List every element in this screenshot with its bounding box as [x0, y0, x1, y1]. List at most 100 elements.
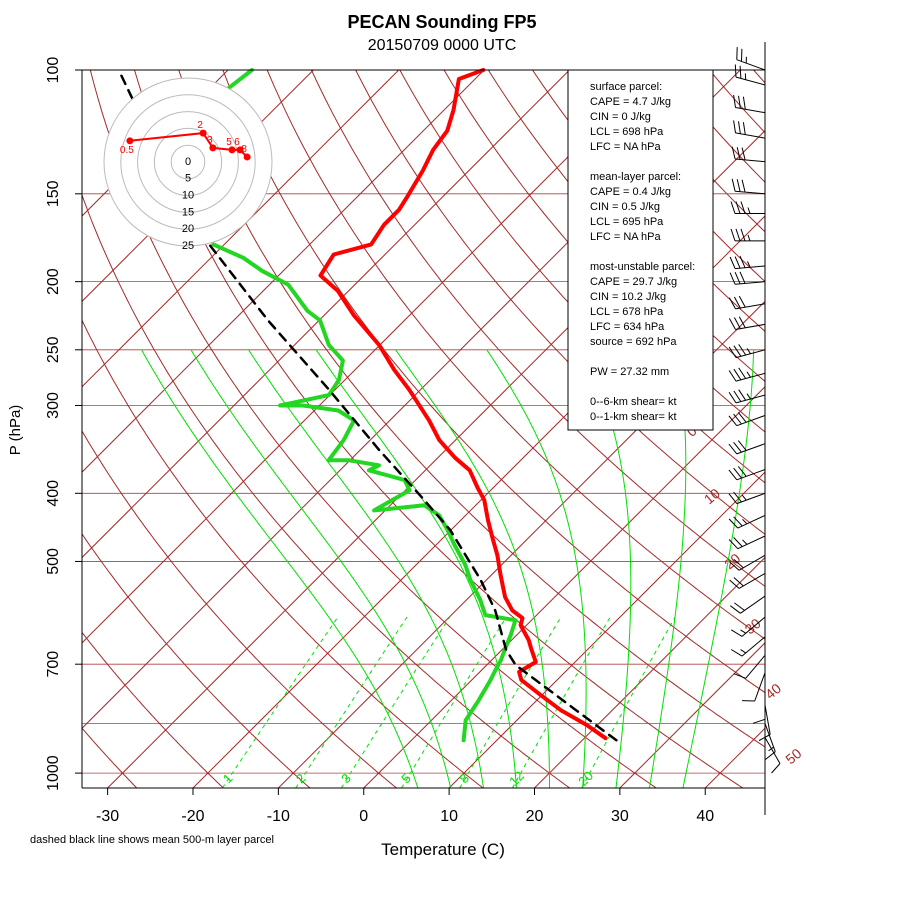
hodograph-height-label: 5	[226, 137, 232, 148]
wind-barb	[731, 146, 766, 163]
isotherm	[534, 556, 765, 788]
dry-adiabat	[487, 70, 765, 383]
wind-barb	[731, 178, 766, 195]
dry-adiabat	[266, 70, 765, 640]
hodograph-ring-label: 25	[182, 240, 194, 252]
wind-barb	[728, 316, 766, 330]
wind-barb	[764, 737, 781, 774]
wind-barb	[728, 412, 766, 427]
hodograph-ring-label: 10	[182, 190, 194, 202]
wind-barb	[730, 201, 766, 215]
info-line: CAPE = 4.7 J/kg	[590, 96, 671, 108]
info-line: 0--1-km shear= kt	[590, 411, 677, 423]
hodograph-ring-label: 15	[182, 206, 194, 218]
info-line: LFC = 634 hPa	[590, 321, 665, 333]
x-tick-label: 10	[440, 808, 458, 825]
mixing-ratio-line	[459, 616, 562, 788]
mixing-ratio-line	[581, 616, 676, 788]
hodograph-height-label: 3	[207, 135, 213, 146]
y-tick-label: 300	[45, 392, 62, 419]
info-line: LFC = NA hPa	[590, 141, 662, 153]
wind-barb	[728, 514, 766, 529]
info-line: surface parcel:	[590, 81, 662, 93]
isotherm	[82, 70, 485, 473]
y-tick-label: 700	[45, 651, 62, 678]
info-line: 0--6-km shear= kt	[590, 396, 677, 408]
wind-barb	[728, 491, 766, 505]
x-tick-label: 0	[359, 808, 368, 825]
x-tick-label: 30	[611, 808, 629, 825]
y-tick-label: 100	[45, 57, 62, 84]
wind-barb	[729, 255, 766, 270]
wind-barb	[728, 295, 766, 310]
chart-subtitle: 20150709 0000 UTC	[368, 37, 517, 54]
y-tick-label: 400	[45, 480, 62, 507]
isotherm	[82, 70, 400, 388]
hodograph-point	[209, 144, 217, 152]
info-line: CAPE = 0.4 J/kg	[590, 186, 671, 198]
moist-adiabat	[190, 349, 452, 788]
info-box	[567, 69, 714, 431]
wind-barb	[733, 120, 766, 139]
dry-adiabat	[82, 727, 138, 788]
profile-line	[318, 68, 608, 741]
info-line: PW = 27.32 mm	[590, 366, 669, 378]
isotherm	[82, 70, 570, 559]
hodograph-ring	[170, 144, 206, 180]
dry-adiabat	[82, 319, 484, 788]
hodograph-ring	[120, 94, 256, 230]
hodograph-ring-label: 5	[185, 173, 191, 185]
info-line: most-unstable parcel:	[590, 261, 695, 273]
moist-adiabat	[248, 349, 484, 788]
wind-barb	[734, 64, 766, 86]
wind-barb	[729, 271, 766, 285]
footnote: dashed black line shows mean 500-m layer…	[30, 834, 274, 846]
x-tick-label: 40	[696, 808, 714, 825]
wind-barb	[733, 94, 766, 114]
wind-barb	[742, 672, 766, 702]
isotherm	[619, 642, 765, 788]
hodograph-background	[104, 78, 272, 246]
hodograph-ring-label: 20	[182, 223, 194, 235]
y-tick-label: 250	[45, 336, 62, 363]
hodograph-ring-label: 0	[185, 156, 191, 168]
y-tick-label: 500	[45, 548, 62, 575]
x-tick-label: 20	[526, 808, 544, 825]
hodograph-point	[228, 146, 236, 154]
wind-barb	[728, 344, 766, 359]
moist-adiabat	[486, 349, 587, 788]
dry-adiabat	[82, 430, 397, 788]
wind-barb	[729, 554, 766, 571]
hodograph-point	[126, 137, 134, 145]
wind-barb	[728, 440, 766, 455]
y-tick-label: 200	[45, 268, 62, 295]
info-line: CAPE = 29.7 J/kg	[590, 276, 677, 288]
profile-line	[211, 68, 518, 743]
hodograph-ring	[153, 127, 223, 197]
isotherm	[448, 471, 765, 788]
dry-adiabat	[82, 631, 224, 788]
wind-barb	[728, 389, 766, 404]
x-axis-label: Temperature (C)	[381, 840, 505, 859]
wind-barb	[728, 466, 766, 481]
wind-barb	[728, 535, 766, 550]
wind-barb	[730, 616, 766, 637]
wind-barb	[728, 367, 766, 382]
isotherm	[363, 386, 765, 788]
isotherm	[192, 215, 765, 788]
dry-adiabat	[178, 70, 765, 748]
wind-barb	[736, 47, 766, 71]
hodograph-point	[243, 153, 251, 161]
moist-adiabat	[682, 349, 755, 788]
mixing-ratio-line	[295, 616, 408, 788]
hodograph-point	[236, 146, 244, 154]
info-line: LCL = 678 hPa	[590, 306, 664, 318]
info-line: LCL = 698 hPa	[590, 126, 664, 138]
info-line: CIN = 0 J/kg	[590, 111, 651, 123]
wind-barb	[730, 228, 766, 242]
wind-barb	[729, 572, 766, 589]
dry-adiabat	[134, 70, 744, 788]
info-line: source = 692 hPa	[590, 336, 677, 348]
moist-adiabat	[141, 349, 419, 788]
x-tick-label: -10	[267, 808, 290, 825]
